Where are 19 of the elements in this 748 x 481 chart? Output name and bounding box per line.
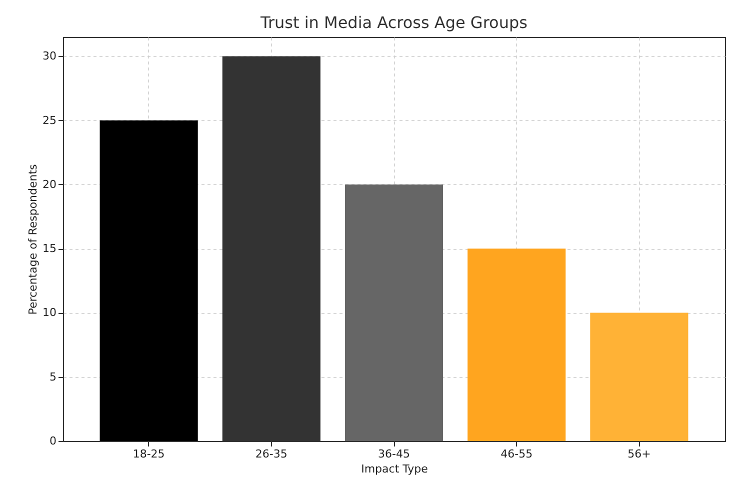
bar [590, 312, 688, 441]
x-tick-label: 26-35 [255, 448, 288, 460]
bar [468, 248, 566, 441]
x-tick-label: 18-25 [132, 448, 165, 460]
x-tick-label: 46-55 [500, 448, 533, 460]
y-tick-label: 25 [42, 114, 56, 127]
y-tick-label: 15 [42, 242, 56, 256]
bar [100, 120, 198, 441]
chart-title: Trust in Media Across Age Groups [260, 13, 528, 32]
y-axis-title: Percentage of Respondents [26, 164, 40, 315]
y-tick-label: 30 [42, 50, 56, 63]
y-tick-label: 5 [50, 370, 56, 384]
x-axis-title: Impact Type [361, 462, 428, 476]
y-tick-label: 0 [50, 434, 56, 448]
y-tick-label: 10 [42, 306, 56, 320]
bar [344, 184, 444, 441]
y-tick-label: 20 [42, 178, 56, 191]
x-tick-label: 56+ [628, 448, 651, 460]
x-tick-label: 36-45 [378, 448, 410, 460]
